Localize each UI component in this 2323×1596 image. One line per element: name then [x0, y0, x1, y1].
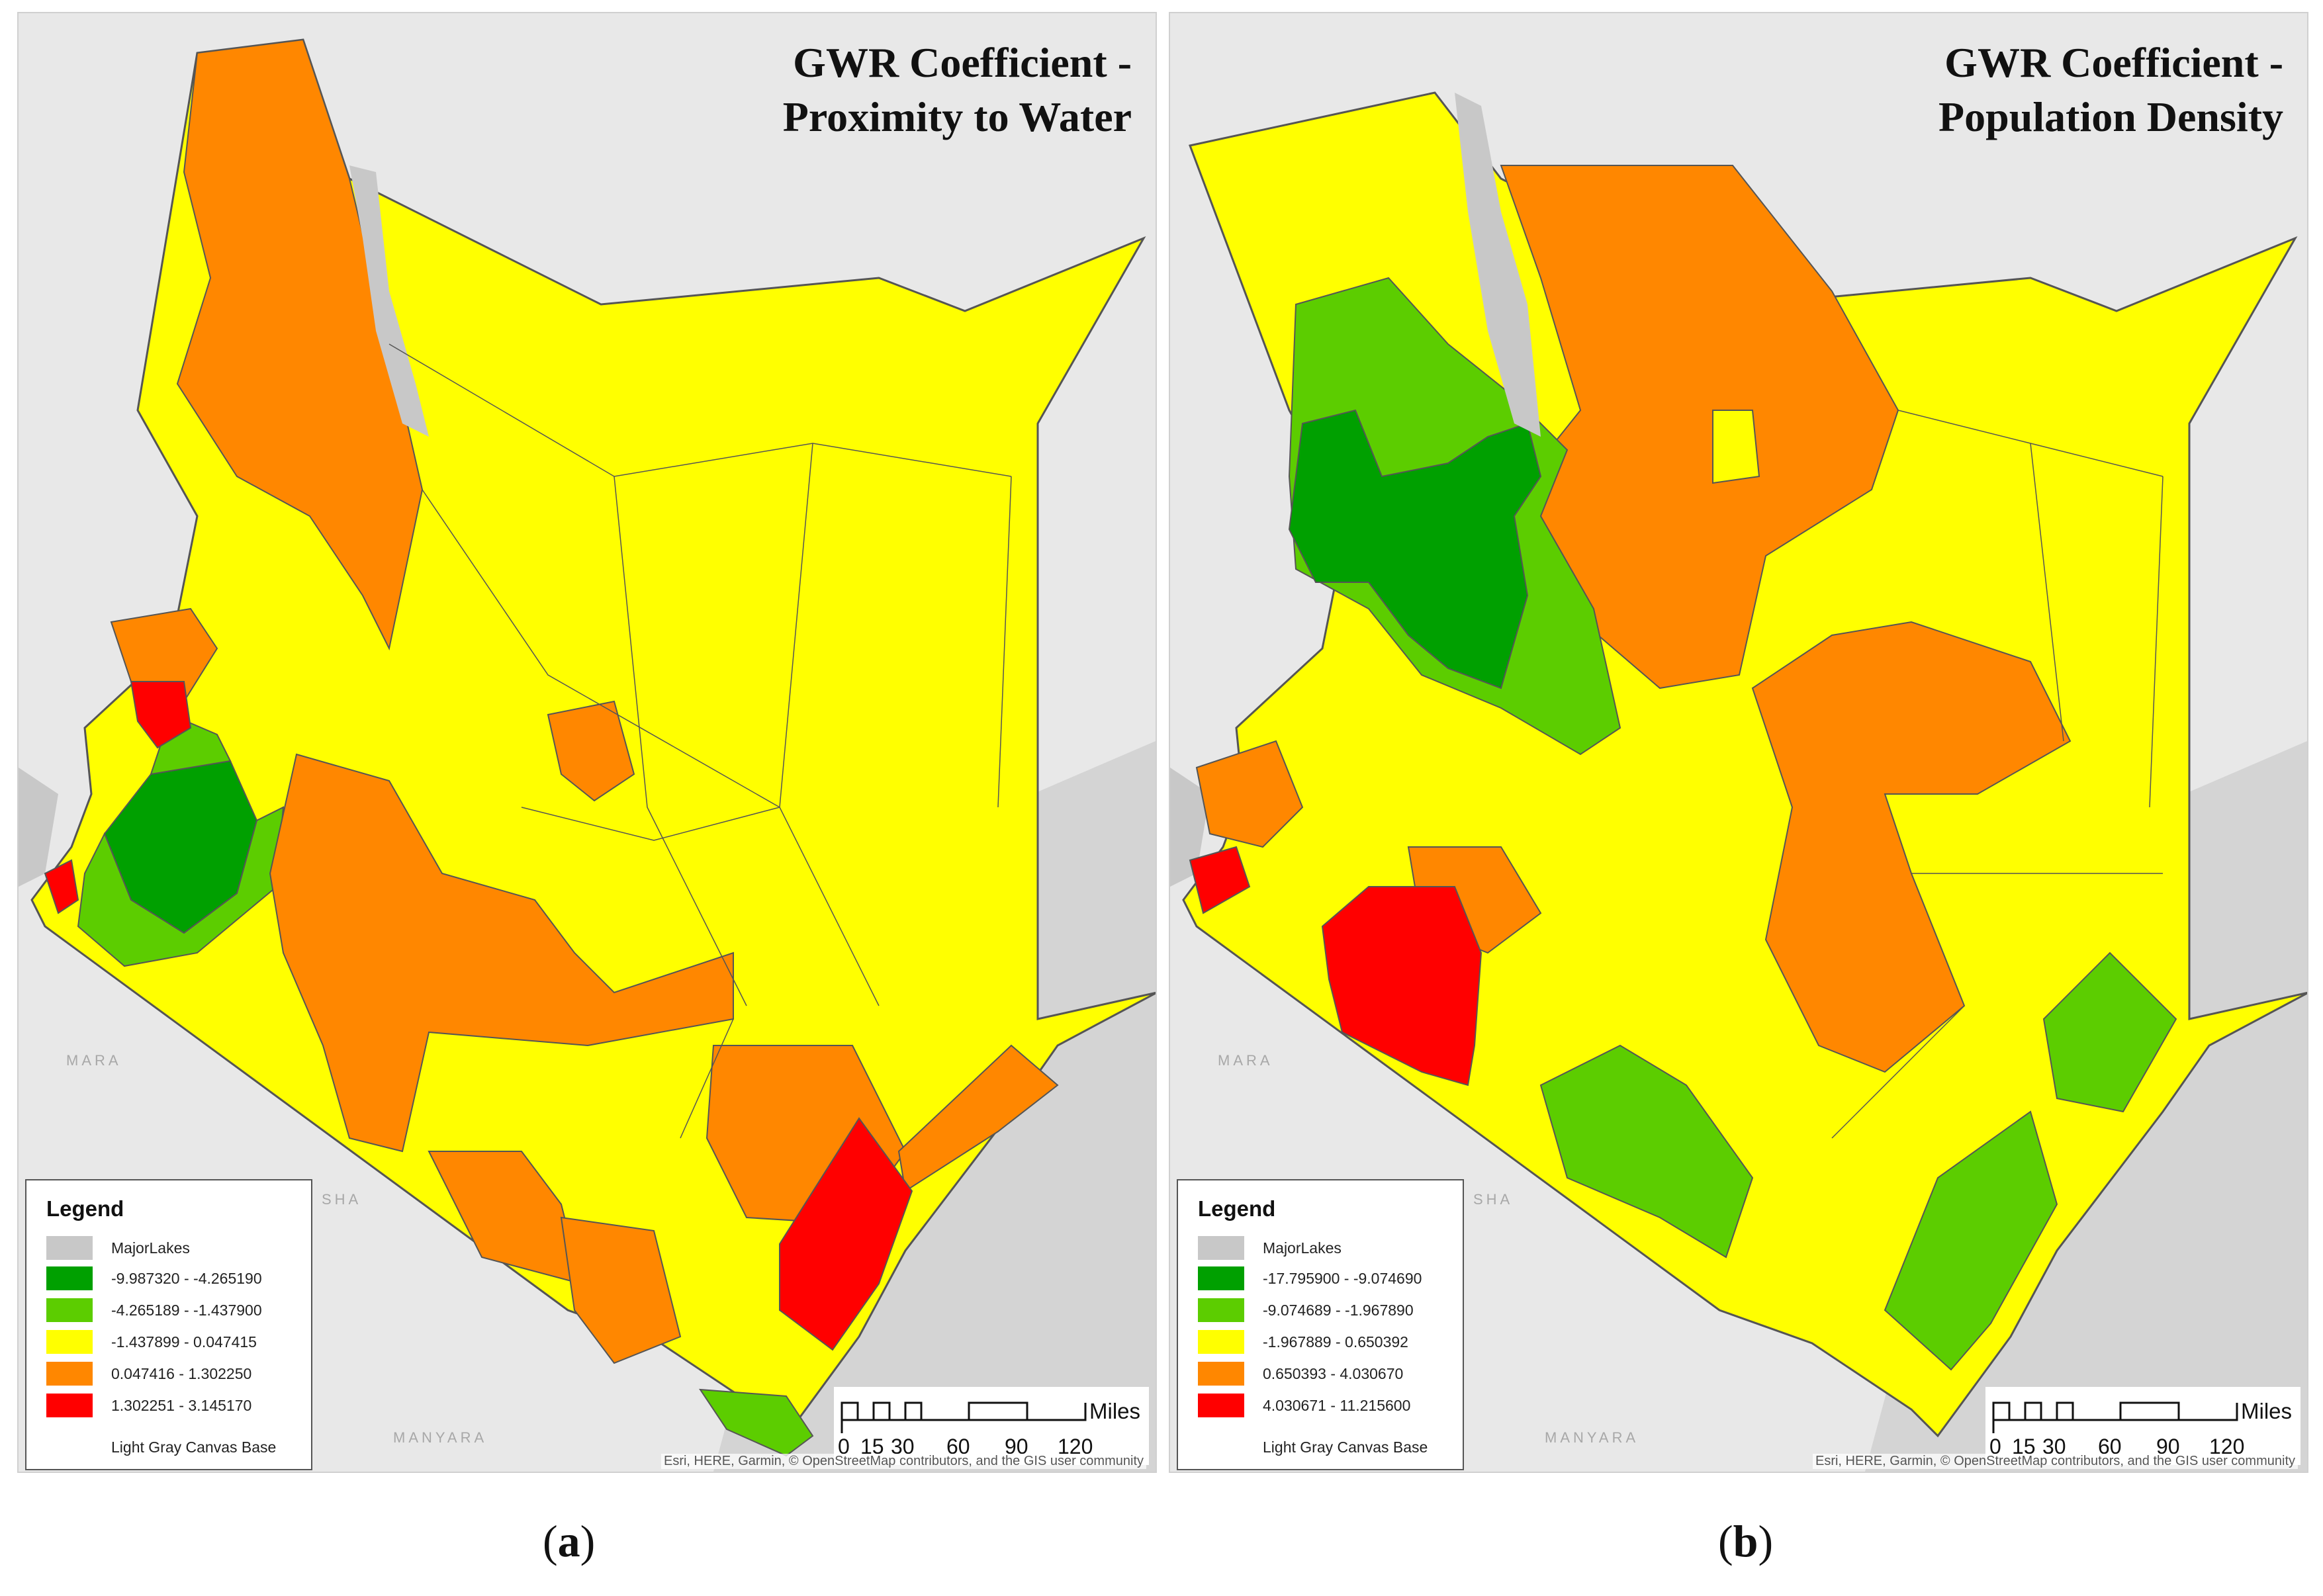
legend-label: 0.650393 - 4.030670	[1263, 1364, 1404, 1382]
map-title-b: GWR Coefficient - Population Density	[1938, 36, 2283, 144]
legend-swatch	[1198, 1298, 1244, 1322]
legend-title: Legend	[1198, 1196, 1276, 1221]
region-green-east	[2042, 952, 2177, 1113]
lake-victoria	[19, 768, 58, 887]
map-title-line2: Population Density	[1938, 93, 2283, 140]
place-label-mara: MARA	[1218, 1052, 1273, 1069]
lake-victoria	[1170, 768, 1210, 887]
legend-swatch-lakes	[1198, 1236, 1244, 1260]
legend-label: -4.265189 - -1.437900	[111, 1301, 262, 1319]
region-red-lake	[44, 859, 79, 914]
caption-letter: a	[557, 1516, 580, 1566]
legend-b: Legend MajorLakes -17.795900 - -9.074690…	[1177, 1179, 1464, 1470]
legend-label: MajorLakes	[1263, 1239, 1342, 1257]
legend-label: 4.030671 - 11.215600	[1263, 1396, 1411, 1414]
map-title-line2: Proximity to Water	[782, 93, 1132, 140]
region-orange-mid	[547, 700, 635, 802]
map-panel-a[interactable]: GWR Coefficient - Proximity to Water MAR…	[17, 12, 1157, 1473]
region-orange-northwest	[176, 38, 424, 651]
region-green-coast	[1884, 1110, 2058, 1371]
legend-item: -9.074689 - -1.967890	[1198, 1297, 1414, 1323]
caption-a: (a)	[543, 1516, 596, 1566]
legend-item-lakes: MajorLakes	[46, 1235, 190, 1261]
region-orange-south2	[560, 1216, 682, 1364]
caption-letter: b	[1733, 1516, 1758, 1566]
caption-b: (b)	[1718, 1516, 1774, 1566]
scale-tick: 0	[838, 1435, 850, 1458]
region-dark-green	[1288, 409, 1542, 689]
place-label-mara: MARA	[66, 1052, 122, 1069]
place-label-sha: SHA	[1473, 1191, 1514, 1208]
place-label-manyara: MANYARA	[393, 1429, 488, 1446]
region-green-south	[1539, 1044, 1754, 1259]
map-title-line1: GWR Coefficient -	[1944, 39, 2283, 86]
region-orange-east	[1751, 621, 2072, 1073]
region-orange-west	[1195, 740, 1304, 848]
legend-item: -1.437899 - 0.047415	[46, 1329, 257, 1355]
basemap-b	[1170, 13, 2307, 1472]
place-label-manyara: MANYARA	[1545, 1429, 1639, 1446]
legend-label: 1.302251 - 3.145170	[111, 1396, 252, 1414]
legend-a: Legend MajorLakes -9.987320 - -4.265190 …	[25, 1179, 312, 1470]
map-title-line1: GWR Coefficient -	[793, 39, 1132, 86]
region-yellow-hole	[1712, 410, 1760, 484]
map-panel-b[interactable]: GWR Coefficient - Population Density MAR…	[1169, 12, 2308, 1473]
legend-swatch	[1198, 1330, 1244, 1354]
legend-label: -9.074689 - -1.967890	[1263, 1301, 1414, 1319]
legend-label: -17.795900 - -9.074690	[1263, 1269, 1422, 1287]
legend-item: -4.265189 - -1.437900	[46, 1297, 262, 1323]
scale-bar-b: Miles 0 15 30 60 90 120	[1985, 1387, 2300, 1465]
lake-turkana	[349, 165, 429, 437]
legend-label: 0.047416 - 1.302250	[111, 1364, 252, 1382]
scale-bar-graphic	[1992, 1401, 2238, 1433]
lake-turkana	[1455, 93, 1541, 437]
legend-swatch	[46, 1298, 93, 1322]
legend-label: -1.967889 - 0.650392	[1263, 1333, 1408, 1351]
region-orange-north	[1500, 165, 1899, 689]
legend-item: -1.967889 - 0.650392	[1198, 1329, 1408, 1355]
scale-bar-graphic	[841, 1401, 1087, 1433]
legend-item: 1.302251 - 3.145170	[46, 1392, 251, 1419]
basemap-a	[19, 13, 1156, 1472]
region-red-south	[1321, 886, 1482, 1086]
legend-title: Legend	[46, 1196, 124, 1221]
district-boundaries	[1831, 410, 2164, 1139]
region-red-coast	[779, 1117, 913, 1351]
district-boundaries	[388, 343, 1012, 1139]
legend-item: -9.987320 - -4.265190	[46, 1265, 262, 1292]
attribution: Esri, HERE, Garmin, © OpenStreetMap cont…	[660, 1454, 1146, 1469]
region-red-lake	[1189, 846, 1251, 914]
region-red-west	[130, 681, 192, 749]
attribution: Esri, HERE, Garmin, © OpenStreetMap cont…	[1812, 1454, 2298, 1469]
legend-swatch-lakes	[46, 1236, 93, 1260]
legend-swatch	[46, 1394, 93, 1417]
legend-swatch	[1198, 1266, 1244, 1290]
legend-base-label: Light Gray Canvas Base	[1263, 1439, 1428, 1456]
legend-item: 0.047416 - 1.302250	[46, 1360, 251, 1387]
legend-swatch	[46, 1330, 93, 1354]
legend-swatch	[46, 1362, 93, 1386]
legend-item: -17.795900 - -9.074690	[1198, 1265, 1422, 1292]
region-green-south	[699, 1388, 814, 1457]
legend-base-label: Light Gray Canvas Base	[111, 1439, 277, 1456]
place-label-sha: SHA	[322, 1191, 362, 1208]
scale-unit: Miles	[2241, 1399, 2293, 1423]
legend-item: 0.650393 - 4.030670	[1198, 1360, 1403, 1387]
legend-swatch	[46, 1266, 93, 1290]
legend-item-lakes: MajorLakes	[1198, 1235, 1342, 1261]
legend-label: -1.437899 - 0.047415	[111, 1333, 257, 1351]
legend-swatch	[1198, 1362, 1244, 1386]
legend-label: MajorLakes	[111, 1239, 190, 1257]
legend-swatch	[1198, 1394, 1244, 1417]
region-light-green	[77, 806, 285, 967]
legend-item: 4.030671 - 11.215600	[1198, 1392, 1410, 1419]
map-title-a: GWR Coefficient - Proximity to Water	[783, 36, 1132, 144]
region-orange-west	[110, 607, 218, 703]
scale-tick: 0	[1989, 1435, 2001, 1458]
region-orange-central	[269, 753, 734, 1153]
legend-label: -9.987320 - -4.265190	[111, 1269, 262, 1287]
scale-unit: Miles	[1089, 1399, 1141, 1423]
